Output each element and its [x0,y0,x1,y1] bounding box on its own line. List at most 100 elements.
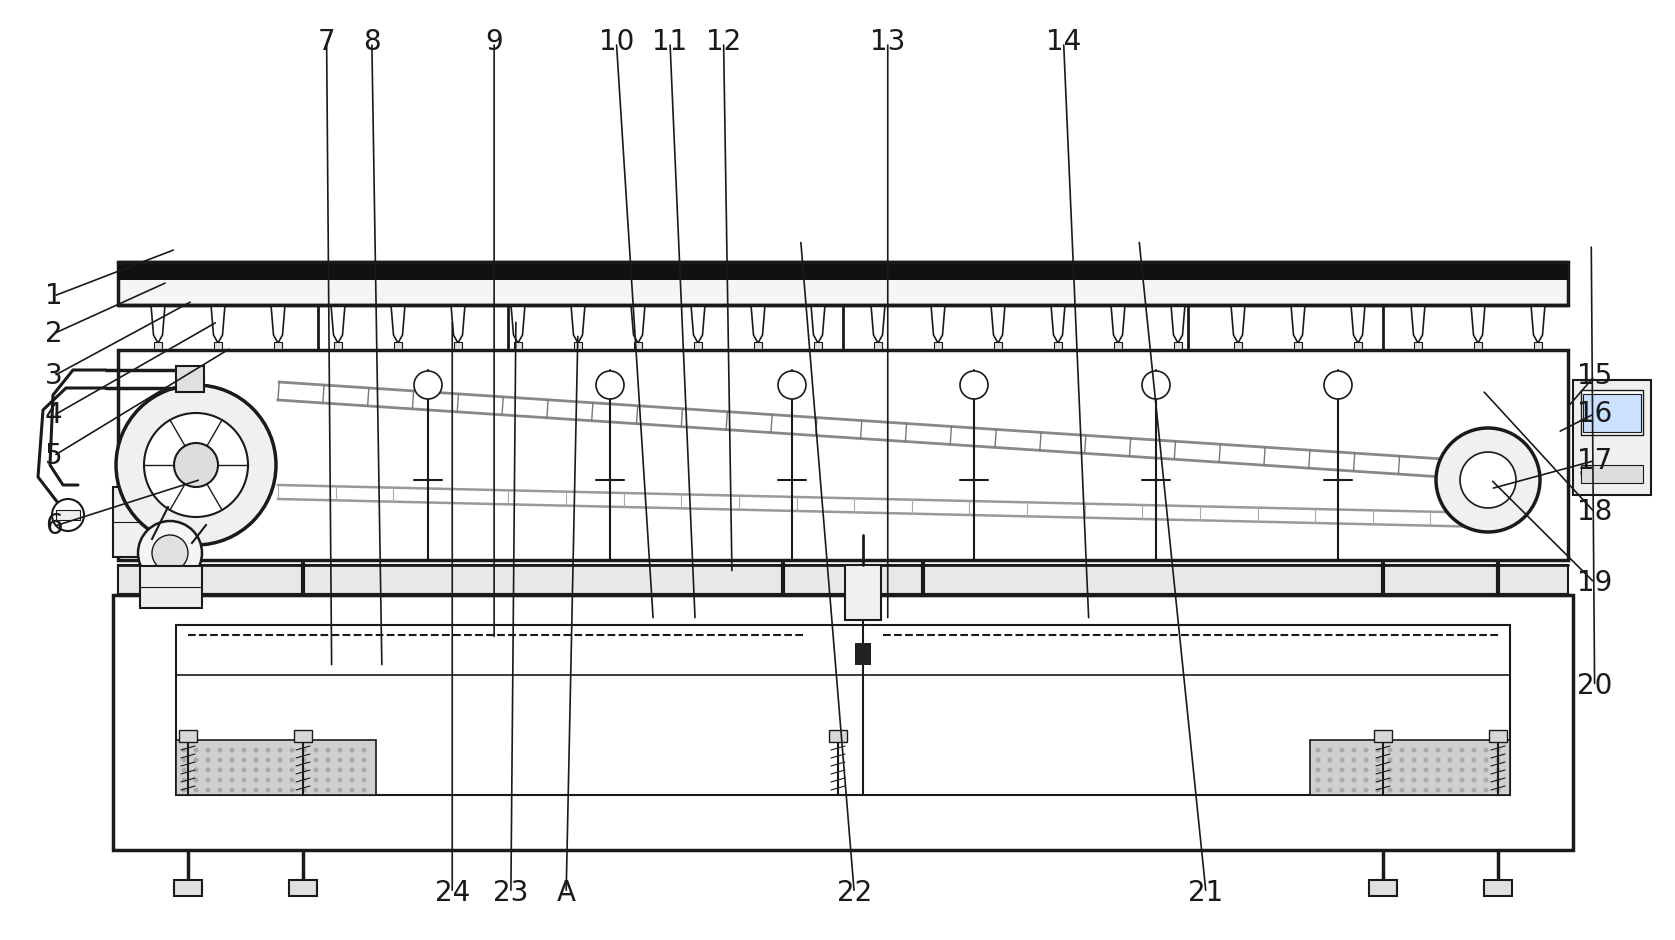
Circle shape [266,788,270,792]
Bar [854,643,871,665]
Circle shape [777,371,806,399]
Circle shape [1400,788,1405,792]
Bar [829,730,848,742]
Circle shape [1472,747,1476,753]
Text: 14: 14 [1045,28,1082,56]
Circle shape [1375,747,1380,753]
Bar [179,730,198,742]
Circle shape [1363,777,1368,782]
Circle shape [253,758,258,762]
Circle shape [313,777,318,782]
Circle shape [229,758,235,762]
Bar [1581,465,1643,483]
Bar [993,342,1002,349]
Circle shape [266,767,270,773]
Polygon shape [811,305,826,343]
Bar [754,342,762,349]
Bar [174,880,203,896]
Circle shape [350,777,355,782]
Circle shape [241,747,246,753]
Circle shape [194,758,199,762]
Text: 21: 21 [1188,879,1224,907]
Circle shape [1461,452,1516,508]
Circle shape [181,758,186,762]
Circle shape [350,747,355,753]
Circle shape [337,777,342,782]
Bar [176,625,1509,795]
Circle shape [218,747,223,753]
Circle shape [350,767,355,773]
Polygon shape [931,305,945,343]
Circle shape [1447,788,1452,792]
Polygon shape [1471,305,1486,343]
Polygon shape [211,305,224,343]
Bar [1368,880,1397,896]
Circle shape [362,747,367,753]
Circle shape [325,747,330,753]
Circle shape [218,777,223,782]
Bar [290,880,317,896]
Circle shape [1387,788,1392,792]
Circle shape [1435,767,1440,773]
Circle shape [218,788,223,792]
Circle shape [194,767,199,773]
Circle shape [1387,747,1392,753]
Circle shape [137,521,203,585]
Circle shape [337,788,342,792]
Circle shape [52,499,84,531]
Circle shape [1435,788,1440,792]
Circle shape [1375,777,1380,782]
Circle shape [1352,747,1357,753]
Circle shape [229,747,235,753]
Text: 7: 7 [318,28,335,56]
Circle shape [253,767,258,773]
Circle shape [313,767,318,773]
Text: 5: 5 [45,442,62,470]
Bar [1295,342,1301,349]
Bar [575,342,581,349]
Circle shape [1496,777,1501,782]
Circle shape [1315,777,1320,782]
Circle shape [1459,758,1464,762]
Circle shape [302,788,307,792]
Bar [814,342,822,349]
Circle shape [152,535,188,571]
Bar [454,342,462,349]
Circle shape [337,767,342,773]
Bar [693,342,702,349]
Circle shape [266,777,270,782]
Polygon shape [1231,305,1245,343]
Circle shape [1484,777,1489,782]
Circle shape [116,385,276,545]
Circle shape [1328,777,1333,782]
Bar [214,342,223,349]
Circle shape [1400,758,1405,762]
Circle shape [1472,788,1476,792]
Text: 8: 8 [363,28,380,56]
Circle shape [1352,758,1357,762]
Circle shape [325,758,330,762]
Bar [874,342,883,349]
Circle shape [302,767,307,773]
Circle shape [1459,747,1464,753]
Circle shape [1352,767,1357,773]
Circle shape [325,788,330,792]
Bar [112,487,161,557]
Circle shape [206,758,211,762]
Text: 23: 23 [492,879,529,907]
Circle shape [1328,747,1333,753]
Bar [635,342,642,349]
Circle shape [1435,428,1539,532]
Circle shape [1328,788,1333,792]
Circle shape [1484,758,1489,762]
Circle shape [181,767,186,773]
Bar [117,262,1568,305]
Bar [1534,342,1543,349]
Circle shape [1435,747,1440,753]
Bar [141,566,203,608]
Circle shape [1400,777,1405,782]
Polygon shape [1531,305,1544,343]
Text: 24: 24 [434,879,471,907]
Circle shape [181,777,186,782]
Circle shape [174,443,218,487]
